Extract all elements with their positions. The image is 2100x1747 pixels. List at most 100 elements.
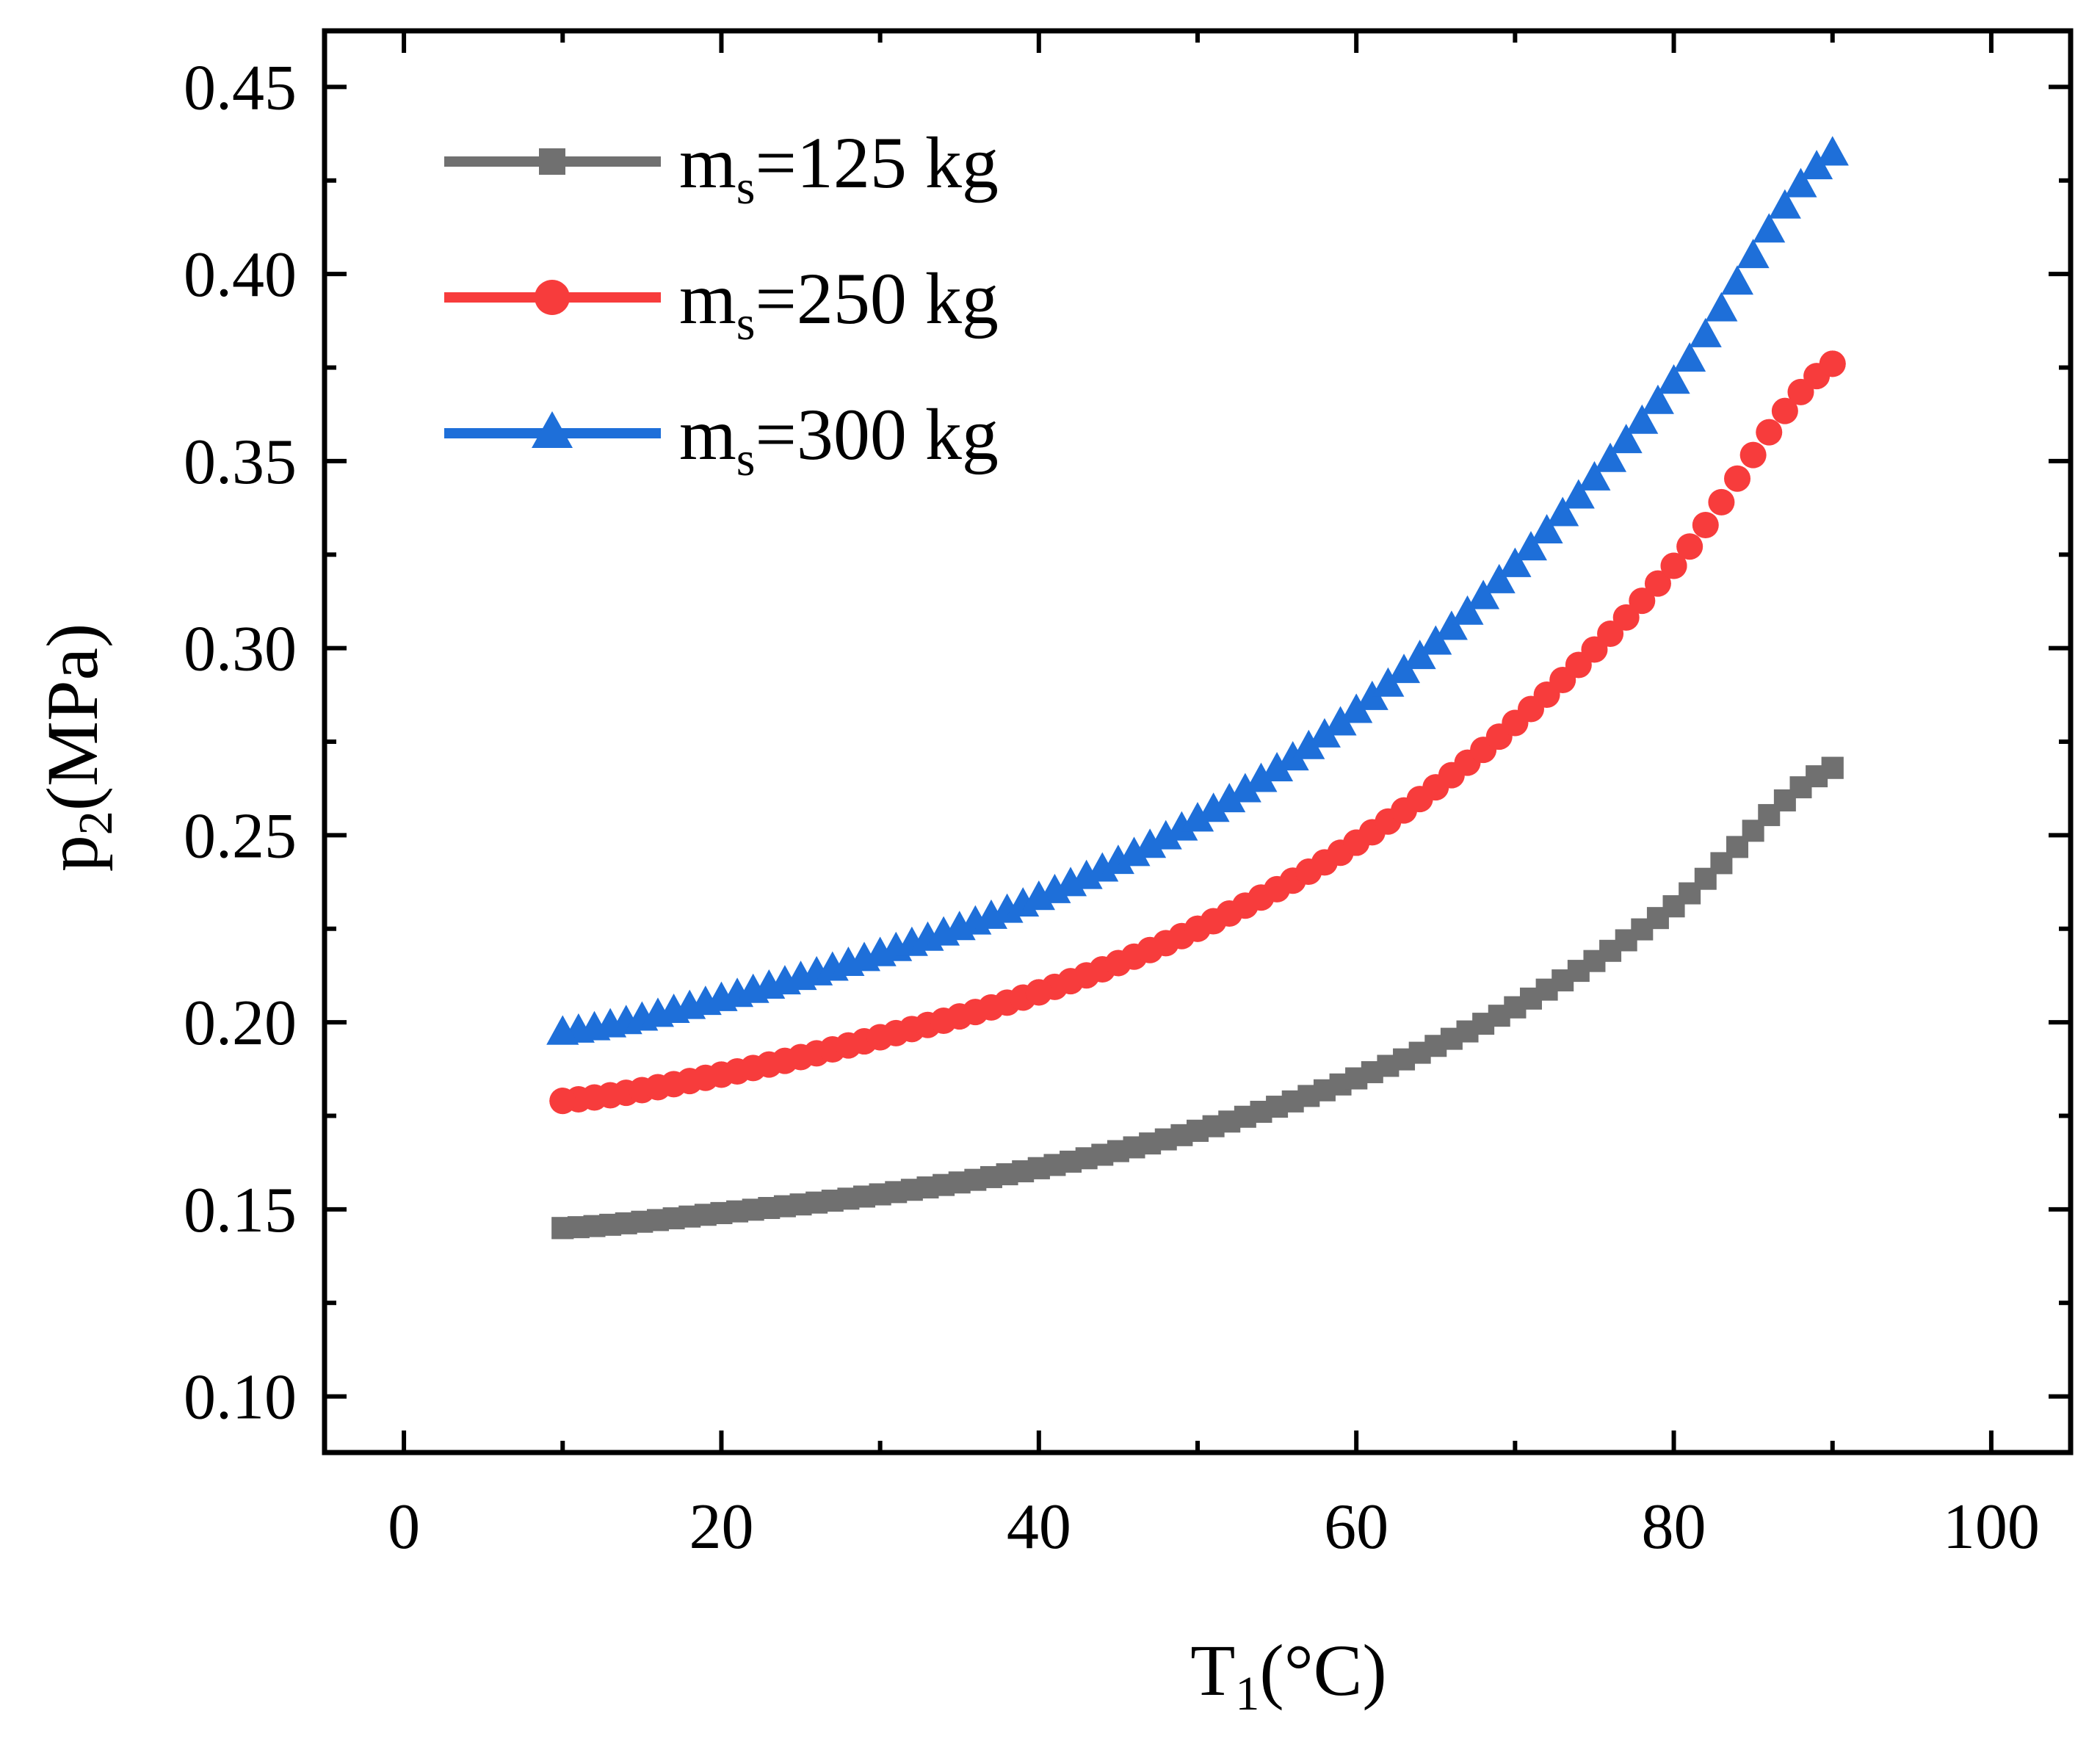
series-2-marker	[1626, 404, 1659, 434]
series-2-marker	[1514, 531, 1547, 561]
series-2-marker	[1784, 167, 1817, 198]
plot-series	[546, 136, 1849, 1240]
series-2-marker	[1419, 625, 1452, 655]
data-point	[705, 981, 738, 1011]
data-point	[1345, 1067, 1368, 1090]
legend: ms=125 kg ms=250 kg ms=300 kg	[444, 122, 999, 486]
series-2-marker	[1451, 595, 1484, 625]
legend-marker-2	[532, 411, 573, 448]
series-2-marker	[1530, 514, 1563, 544]
data-point	[869, 1183, 891, 1206]
data-point	[1340, 693, 1373, 723]
data-point	[1660, 552, 1687, 579]
data-point	[1504, 996, 1527, 1019]
series-1	[549, 350, 1846, 1115]
series-1-marker	[1597, 620, 1624, 647]
data-point	[1025, 979, 1052, 1006]
series-2-marker	[1467, 579, 1500, 610]
series-2-marker	[1768, 189, 1801, 219]
data-point	[1184, 915, 1211, 942]
data-point	[1343, 829, 1370, 856]
data-point	[546, 1015, 579, 1045]
x-tick-label: 100	[1943, 1491, 2040, 1563]
series-2-marker	[1689, 317, 1722, 347]
y-axis-title-subscript: 2	[69, 811, 123, 835]
legend-entry-1: ms=250 kg	[444, 258, 999, 350]
y-tick-label: 0.30	[184, 614, 297, 685]
plot-frame	[322, 28, 2074, 1455]
data-point	[1816, 136, 1849, 166]
series-1-marker	[1629, 587, 1656, 615]
series-2-marker	[1213, 783, 1246, 813]
series-2-marker	[1578, 460, 1611, 491]
y-tick-label: 0.10	[184, 1362, 297, 1433]
legend-entry-2: ms=300 kg	[444, 394, 999, 486]
data-point	[551, 1217, 574, 1240]
y-tick-label: 0.35	[184, 427, 297, 498]
x-axis-title: T1(°C)	[1190, 1630, 1386, 1721]
data-point	[1499, 547, 1532, 577]
data-point	[863, 936, 897, 966]
series-2-marker	[1149, 820, 1182, 850]
y-tick-label: 0.15	[184, 1175, 297, 1246]
series-1-marker	[1692, 512, 1719, 539]
series-2-marker	[1721, 265, 1754, 295]
series-2-marker	[1086, 852, 1119, 882]
series-2-marker	[1134, 828, 1167, 858]
series-1-marker	[1612, 604, 1640, 631]
series-2-marker	[1673, 342, 1706, 372]
data-point	[1181, 802, 1214, 832]
series-2-marker	[1261, 752, 1294, 782]
x-tick-label: 80	[1642, 1491, 1706, 1563]
x-tick-label: 0	[388, 1491, 420, 1563]
legend-symbol	[532, 411, 573, 448]
y-tick-label: 0.45	[184, 52, 297, 123]
data-point	[549, 1088, 576, 1115]
series-2-marker	[1753, 213, 1786, 243]
legend-symbol	[539, 148, 565, 175]
series-2-marker	[1245, 762, 1278, 792]
series-2-marker	[1276, 741, 1309, 771]
x-axis-title-subscript: 1	[1235, 1667, 1259, 1721]
series-2-marker	[1641, 384, 1674, 414]
series-1-marker	[1708, 488, 1735, 516]
data-point	[1187, 1119, 1209, 1142]
series-2-marker	[1705, 292, 1738, 322]
data-point	[708, 1061, 735, 1088]
series-2-marker	[1594, 442, 1627, 472]
series-2-marker	[1228, 773, 1261, 803]
series-2-marker	[1800, 150, 1833, 180]
y-tick-label: 0.25	[184, 800, 297, 872]
series-2-marker	[1388, 654, 1421, 684]
x-tick-label: 40	[1007, 1491, 1071, 1563]
data-point	[1502, 709, 1529, 737]
y-tick-label: 0.40	[184, 239, 297, 311]
y-axis-title: p2(MPa)	[32, 623, 123, 872]
data-point	[1662, 895, 1685, 918]
legend-marker-0	[539, 148, 565, 175]
series-2-marker	[1546, 496, 1579, 527]
legend-marker-1	[535, 280, 570, 315]
data-point	[1819, 350, 1846, 377]
series-1-marker	[1756, 419, 1783, 446]
series-2-marker	[1292, 729, 1325, 759]
series-2-marker	[1562, 479, 1595, 509]
series-2-marker	[1197, 792, 1230, 822]
legend-entry-0: ms=125 kg	[444, 122, 999, 214]
legend-label-1: ms=250 kg	[679, 258, 999, 350]
series-0	[551, 756, 1844, 1240]
series-2-marker	[1101, 844, 1134, 875]
data-point	[1657, 364, 1690, 394]
y-tick-label: 0.20	[184, 988, 297, 1059]
series-2-marker	[1165, 811, 1198, 841]
data-point	[1821, 756, 1844, 779]
series-1-marker	[1771, 397, 1798, 424]
data-point	[1022, 880, 1055, 911]
tick-marks	[325, 31, 2071, 1453]
series-1-marker	[1676, 533, 1703, 560]
legend-symbol	[535, 280, 570, 315]
series-2-marker	[1610, 424, 1643, 454]
data-point	[1027, 1157, 1050, 1179]
series-2-marker	[1372, 667, 1405, 697]
legend-label-2: ms=300 kg	[679, 394, 999, 486]
